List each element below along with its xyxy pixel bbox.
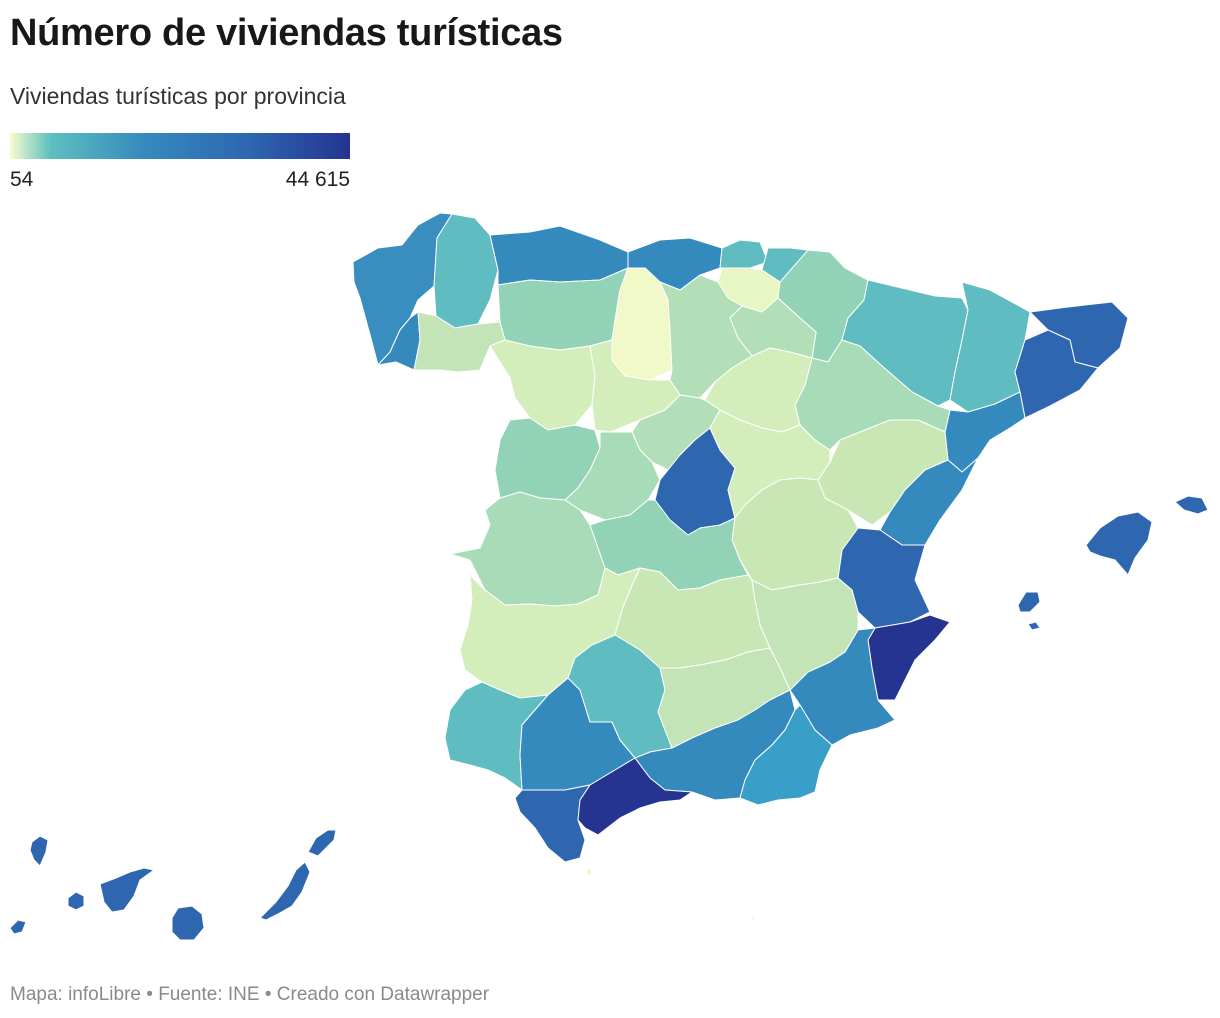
province-bizkaia[interactable] [719,239,769,269]
province-melilla[interactable] [751,915,756,922]
island-el-hierro[interactable] [9,919,27,935]
map-credit: Mapa: infoLibre [10,984,141,1005]
tool-credit: Creado con Datawrapper [276,984,490,1005]
province-malaga[interactable] [577,757,693,836]
province-barcelona[interactable] [1014,329,1099,419]
footer-separator: • [146,984,153,1005]
province-albacete[interactable] [751,577,859,691]
island-la-gomera[interactable] [67,891,85,911]
island-la-palma[interactable] [29,835,49,867]
province-asturias[interactable] [489,225,629,286]
province-zamora[interactable] [489,339,596,431]
island-fuerteventura[interactable] [259,861,311,921]
island-lanzarote[interactable] [307,829,337,857]
legend-gradient-bar [10,133,350,159]
legend-max-label: 44 615 [285,168,350,191]
province-a-coruna[interactable] [352,212,453,366]
island-ibiza[interactable] [1017,591,1041,613]
footer-separator: • [264,984,272,1005]
province-huesca[interactable] [841,279,969,407]
island-formentera[interactable] [1027,621,1041,631]
province-cuenca[interactable] [731,477,859,591]
legend-min-label: 54 [10,168,34,191]
map-title: Número de viviendas turísticas [10,12,563,54]
island-mallorca[interactable] [1085,511,1153,576]
island-gran-canaria[interactable] [171,905,205,941]
map-subtitle: Viviendas turísticas por provincia [10,83,346,109]
province-alicante[interactable] [867,614,951,701]
map-footer: Mapa: infoLibre • Fuente: INE • Creado c… [10,984,489,1006]
source-credit: Fuente: INE [158,984,260,1005]
province-cadiz[interactable] [514,784,591,863]
color-legend: 54 44 615 [10,133,350,194]
island-menorca[interactable] [1174,495,1209,515]
province-almeria[interactable] [739,704,833,806]
island-tenerife[interactable] [99,867,155,913]
province-ceuta[interactable] [585,867,593,877]
province-lugo[interactable] [433,213,499,329]
